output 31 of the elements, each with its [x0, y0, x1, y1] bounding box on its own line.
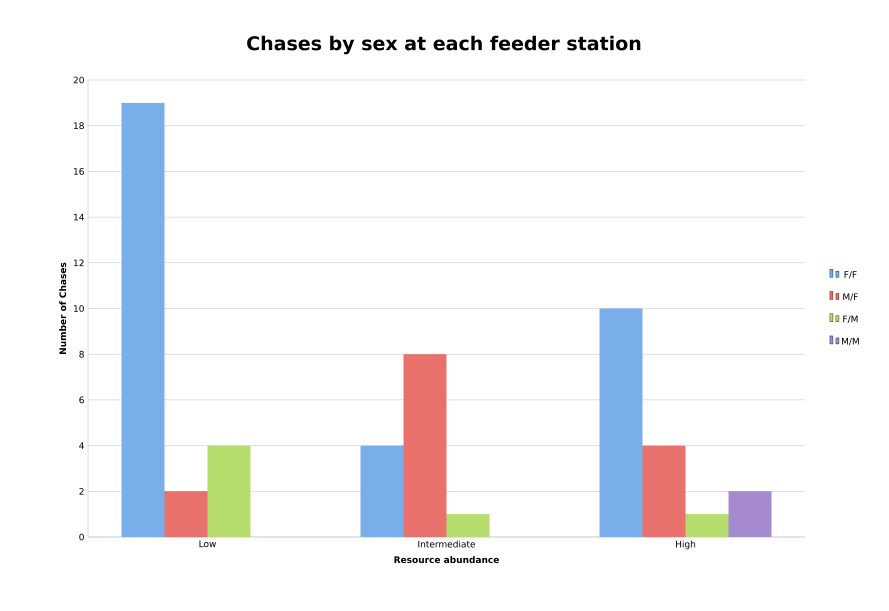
bar: [404, 354, 447, 537]
bar: [600, 308, 643, 537]
y-tick-label: 0: [79, 534, 84, 540]
chart-title: Chases by sex at each feeder station: [247, 36, 640, 54]
bar: [164, 491, 208, 537]
y-tick-label: 16: [74, 168, 84, 175]
legend-label: M/M: [842, 338, 859, 346]
legend-label: M/F: [843, 293, 858, 301]
x-tick-label: High: [676, 540, 696, 550]
legend-label: F/F: [844, 271, 857, 279]
y-axis-title: Number of Chases: [59, 262, 66, 354]
bar: [208, 446, 250, 537]
y-tick-label: 20: [74, 76, 84, 84]
bar: [728, 491, 772, 537]
y-tick-label: 6: [79, 396, 84, 404]
y-tick-label: 10: [74, 305, 84, 312]
y-tick-label: 18: [74, 122, 84, 130]
y-tick-label: 4: [79, 442, 84, 449]
bar: [446, 514, 490, 537]
y-tick-label: 2: [79, 488, 84, 495]
y-tick-label: 14: [74, 214, 84, 220]
bar: [122, 102, 164, 537]
bar: [686, 514, 729, 537]
y-tick-label: 12: [74, 259, 84, 266]
x-tick-label: Low: [200, 540, 216, 548]
y-tick-label: 8: [79, 350, 84, 358]
x-axis-title: Resource abundance: [394, 556, 499, 564]
bar: [360, 446, 404, 537]
legend-label: F/M: [843, 316, 858, 324]
bar: [642, 446, 686, 537]
x-tick-label: Intermediate: [418, 540, 476, 548]
